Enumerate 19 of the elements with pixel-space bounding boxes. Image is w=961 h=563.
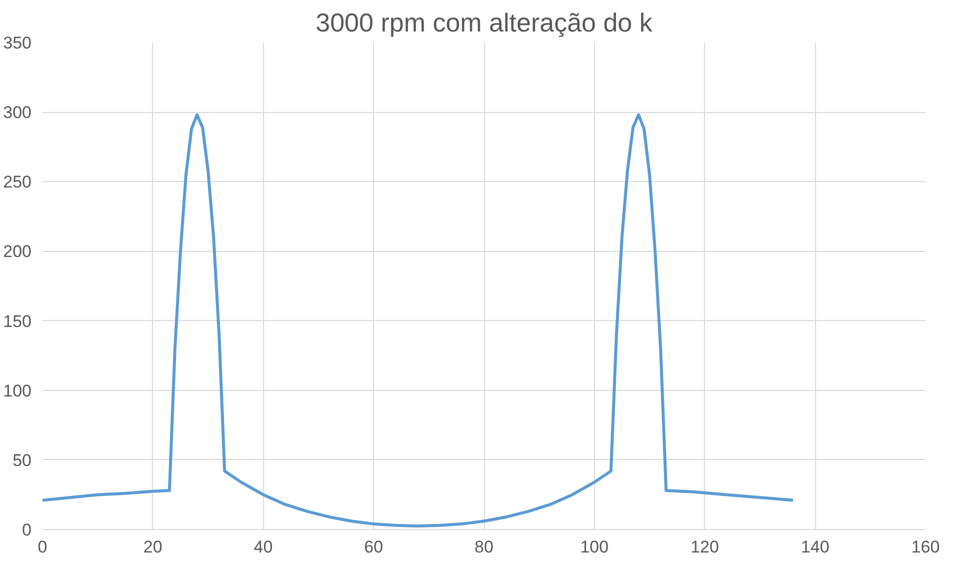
y-tick-label: 200	[3, 242, 32, 262]
y-tick-label: 0	[22, 520, 32, 540]
y-tick-label: 100	[3, 381, 32, 400]
x-tick-label: 0	[38, 538, 48, 556]
chart-title: 3000 rpm com alteração do k	[316, 8, 654, 38]
y-tick-label: 300	[3, 103, 32, 122]
y-tick-label: 50	[12, 450, 32, 470]
x-tick-label: 100	[580, 538, 609, 556]
x-tick-label: 120	[690, 538, 719, 556]
y-tick-label: 150	[3, 312, 32, 331]
y-tick-label: 250	[3, 172, 32, 192]
x-tick-label: 40	[254, 538, 273, 556]
x-tick-label: 140	[800, 538, 830, 556]
x-tick-label: 20	[143, 538, 162, 556]
x-tick-label: 80	[474, 538, 494, 556]
line-series	[42, 113, 795, 528]
x-tick-label: 60	[364, 538, 384, 556]
y-tick-label: 350	[3, 34, 32, 52]
x-tick-label: 160	[911, 538, 940, 556]
